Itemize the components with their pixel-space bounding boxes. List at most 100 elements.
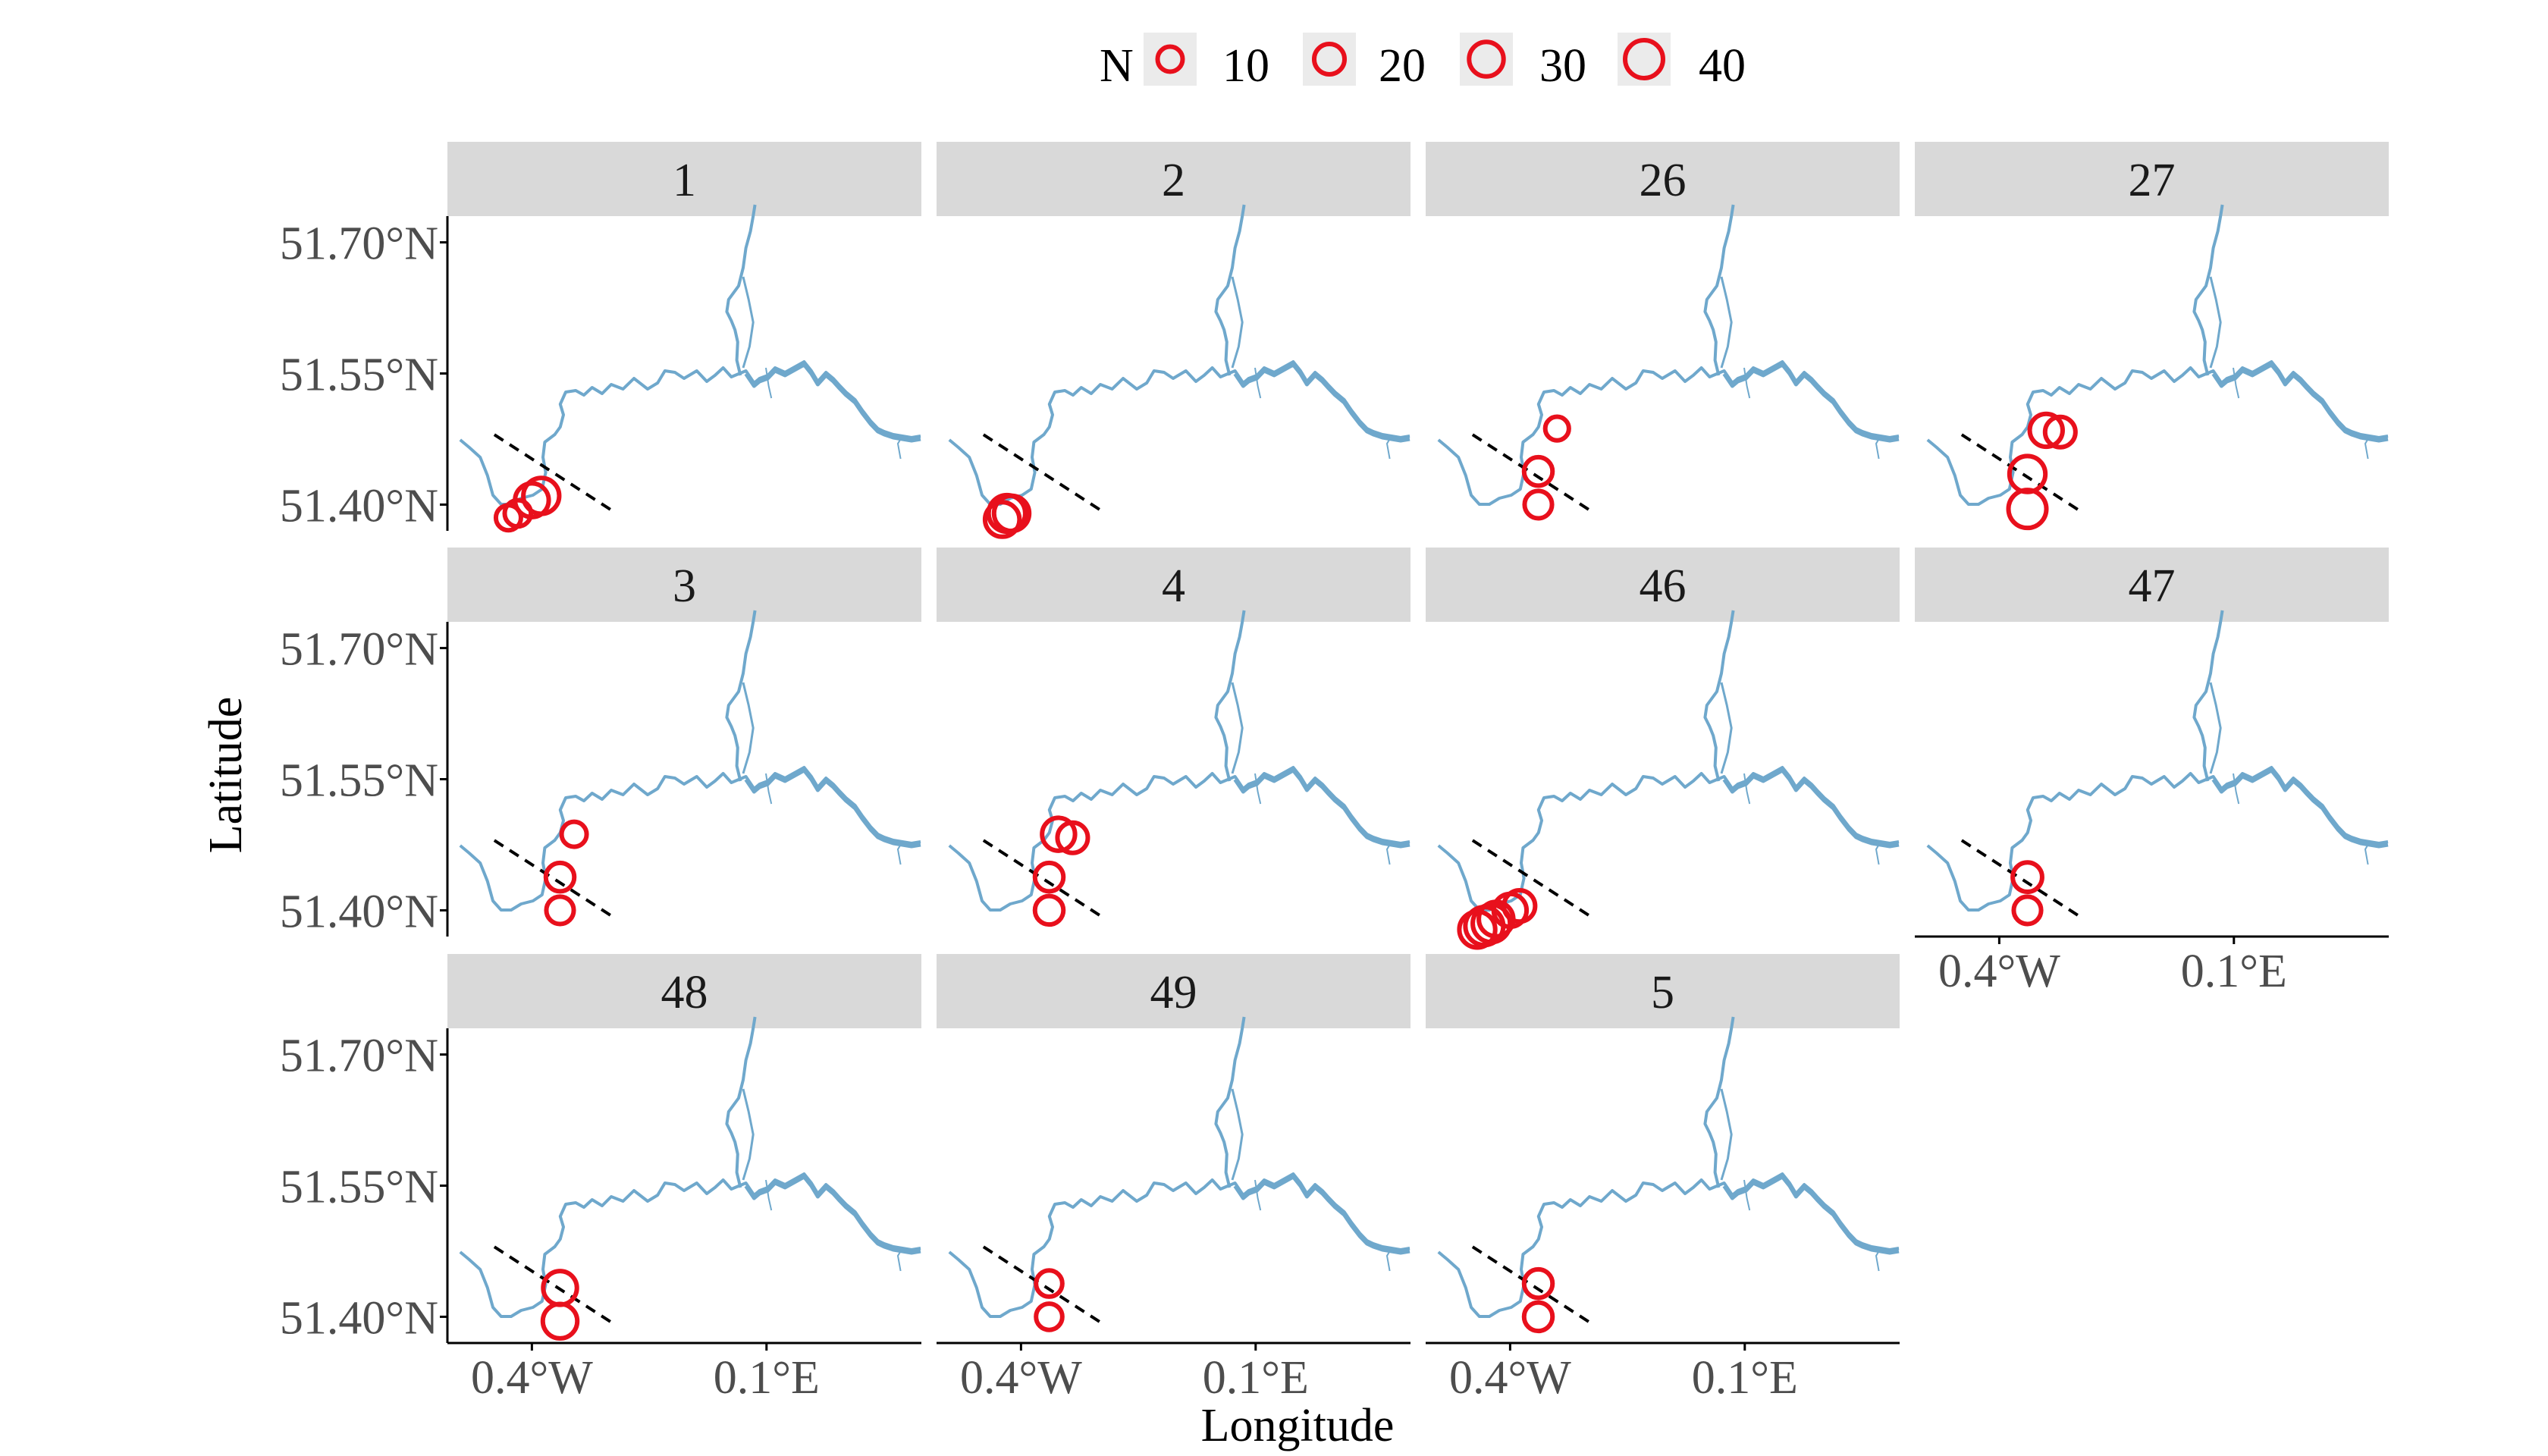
- dashed-transect-line: [493, 433, 617, 515]
- data-point: [2027, 411, 2065, 450]
- dashed-transect-line: [1471, 433, 1596, 515]
- data-point: [540, 1301, 580, 1341]
- legend-key-bg: [1144, 33, 1197, 86]
- x-tick-label: 0.1°E: [714, 1352, 820, 1404]
- river-estuary: [2211, 768, 2389, 849]
- facet-panel: 5 0.4°W 0.1°E: [1426, 954, 1900, 1404]
- river-creek: [1875, 435, 1881, 460]
- facet-panel: 27: [1915, 142, 2389, 531]
- y-tick-label: 51.70°N: [280, 624, 438, 676]
- legend-key-circle: [1311, 41, 1348, 77]
- dashed-transect-line: [1471, 839, 1596, 921]
- river-creek: [1254, 367, 1262, 399]
- data-point: [991, 493, 1032, 534]
- river-tributary: [1231, 1088, 1244, 1181]
- x-tick-label: 0.1°E: [1692, 1352, 1798, 1404]
- legend-label: 40: [1699, 40, 1746, 92]
- data-point: [544, 894, 576, 927]
- legend: N 10 20 30 40: [1100, 33, 1746, 92]
- facet-strip-label: 46: [1640, 560, 1687, 612]
- facet-panels: 1 51.70°N 51.55°N 51.40°N 2 26 27 3 51.70°N 51.55…: [280, 142, 2389, 1404]
- y-tick-label: 51.70°N: [280, 218, 438, 270]
- river-line: [1437, 1172, 1900, 1318]
- river-estuary: [1233, 362, 1410, 443]
- river-creek: [1743, 367, 1751, 399]
- river-creek: [1254, 773, 1262, 805]
- facet-panel: 47 0.4°W 0.1°E: [1915, 548, 2389, 997]
- x-tick-label: 0.4°W: [1449, 1352, 1571, 1404]
- data-point: [1542, 414, 1571, 443]
- data-point: [2042, 414, 2078, 450]
- legend-key-circle: [1155, 44, 1185, 74]
- river-creek: [1385, 841, 1392, 865]
- y-tick-label: 51.55°N: [280, 350, 438, 401]
- y-tick-label: 51.55°N: [280, 755, 438, 807]
- dashed-transect-line: [493, 839, 617, 921]
- facet-panel: 48 51.70°N 51.55°N 51.40°N 0.4°W 0.1°E: [280, 954, 921, 1404]
- river-creek: [896, 435, 903, 460]
- data-point: [1522, 488, 1555, 521]
- river-creek: [765, 1179, 773, 1211]
- river-tributary: [2192, 610, 2224, 782]
- y-tick-label: 51.40°N: [280, 480, 438, 532]
- river-creek: [896, 1247, 903, 1272]
- river-estuary: [744, 362, 921, 443]
- river-tributary: [2209, 276, 2222, 369]
- data-point: [2006, 488, 2049, 531]
- y-tick-label: 51.40°N: [280, 886, 438, 937]
- river-creek: [2233, 367, 2240, 399]
- data-point: [521, 475, 562, 516]
- data-point: [1521, 454, 1555, 488]
- facet-strip-label: 49: [1150, 967, 1197, 1018]
- y-tick-label: 51.55°N: [280, 1162, 438, 1213]
- facet-strip-label: 2: [1162, 155, 1185, 206]
- facet-strip-label: 26: [1640, 155, 1687, 206]
- river-tributary: [1231, 276, 1244, 369]
- data-point: [1032, 893, 1066, 927]
- facet-strip: [937, 954, 1410, 1028]
- river-line: [459, 766, 921, 912]
- legend-key-circle: [1623, 38, 1665, 80]
- legend-label: 20: [1379, 40, 1426, 92]
- river-estuary: [1233, 768, 1410, 849]
- river-creek: [1743, 1179, 1751, 1211]
- x-tick-label: 0.4°W: [1938, 946, 2060, 997]
- data-point: [2007, 453, 2048, 494]
- data-point: [502, 497, 534, 529]
- dashed-transect-line: [493, 1245, 617, 1327]
- legend-label: 30: [1539, 40, 1586, 92]
- river-tributary: [742, 276, 755, 369]
- river-line: [1437, 766, 1900, 912]
- river-creek: [1875, 1247, 1881, 1272]
- river-tributary: [1214, 204, 1246, 376]
- river-line: [948, 1172, 1410, 1318]
- facet-panel: 1 51.70°N 51.55°N 51.40°N: [280, 142, 921, 533]
- data-point: [543, 860, 577, 894]
- data-point: [2011, 894, 2044, 927]
- river-creek: [1254, 1179, 1262, 1211]
- y-axis-title: Latitude: [200, 697, 252, 854]
- data-point: [1521, 1266, 1555, 1301]
- x-tick-label: 0.4°W: [960, 1352, 1082, 1404]
- facet-panel: 46: [1426, 548, 1900, 950]
- river-tributary: [1231, 682, 1244, 774]
- x-axis-title: Longitude: [1201, 1400, 1395, 1451]
- river-estuary: [2211, 362, 2389, 443]
- facet-panel: 49 0.4°W 0.1°E: [937, 954, 1410, 1404]
- river-tributary: [2209, 682, 2222, 774]
- legend-title: N: [1100, 40, 1134, 92]
- river-line: [459, 1172, 921, 1318]
- river-creek: [2364, 841, 2371, 865]
- river-tributary: [725, 610, 757, 782]
- facet-strip: [447, 548, 921, 622]
- river-tributary: [742, 1088, 755, 1181]
- river-tributary: [1720, 276, 1733, 369]
- river-line: [1926, 360, 2389, 506]
- dashed-transect-line: [982, 839, 1106, 921]
- data-point: [982, 500, 1022, 539]
- river-tributary: [725, 204, 757, 376]
- legend-label: 10: [1222, 40, 1269, 92]
- facet-strip: [1426, 954, 1900, 1028]
- facet-strip: [937, 548, 1410, 622]
